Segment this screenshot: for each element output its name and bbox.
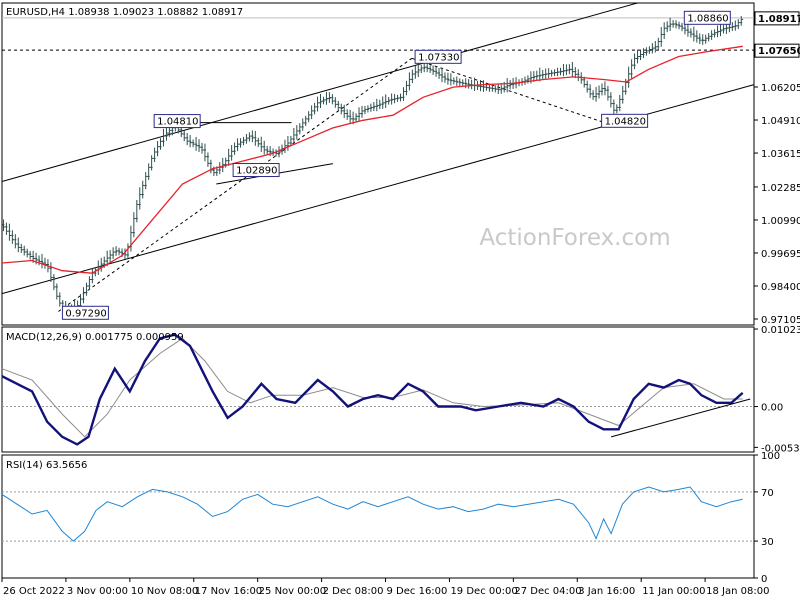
x-tick-label: 11 Jan 00:00 xyxy=(642,586,705,597)
price-level-label-box xyxy=(414,49,462,64)
rsi-line xyxy=(1,486,743,542)
moving-average-line xyxy=(1,45,743,274)
price-level-label: 1.02890 xyxy=(232,163,280,178)
x-tick-label: 27 Dec 04:00 xyxy=(514,586,581,597)
price-level-label-box xyxy=(683,10,731,25)
price-axis-tick-label: 0.98400 xyxy=(761,282,800,293)
price-axis-tick-label: 1.02285 xyxy=(761,183,800,194)
rsi-axis-tick-label: 0 xyxy=(761,574,767,585)
price-level-label: 1.07330 xyxy=(414,49,462,64)
price-level-label-box xyxy=(232,163,280,178)
x-tick-label: 17 Nov 16:00 xyxy=(195,586,262,597)
current-price-badge: 1.08917 xyxy=(758,14,800,25)
macd-axis-tick-label: 0.00 xyxy=(761,403,783,414)
x-tick-label: 3 Jan 16:00 xyxy=(578,586,635,597)
price-level-label-text: 0.97290 xyxy=(65,308,106,319)
price-level-label: 1.04810 xyxy=(153,114,201,129)
watermark: ActionForex.com xyxy=(479,225,670,251)
price-level-label-box xyxy=(61,305,109,320)
dashed-trendline xyxy=(58,57,413,312)
macd-header: MACD(12,26,9) 0.001775 0.000959 xyxy=(6,332,184,343)
current-price-badge-box xyxy=(754,11,800,26)
price-axis-tick-label: 1.06205 xyxy=(761,83,800,94)
rsi-axis-tick-label: 30 xyxy=(761,537,774,548)
rsi-header: RSI(14) 63.5656 xyxy=(6,460,87,471)
price-level-label: 1.08860 xyxy=(683,10,731,25)
price-axis-tick-label: 0.97105 xyxy=(761,315,800,326)
price-level-label-box xyxy=(153,114,201,129)
price-level-label-text: 1.02890 xyxy=(236,166,277,177)
macd-panel-frame xyxy=(1,326,755,453)
price-axis-tick-label: 1.03615 xyxy=(761,149,800,160)
price-level-label-text: 1.04820 xyxy=(605,116,646,127)
macd-main-line xyxy=(1,333,744,446)
price-level-label-text: 1.08860 xyxy=(687,13,728,24)
price-axis-tick-label: 1.00990 xyxy=(761,216,800,227)
x-tick-label: 10 Nov 08:00 xyxy=(131,586,198,597)
macd-axis-tick-label: 0.010232 xyxy=(761,325,800,336)
rsi-axis-tick-label: 100 xyxy=(761,451,780,462)
rsi-panel-frame xyxy=(1,454,755,579)
x-tick-label: 25 Nov 00:00 xyxy=(259,586,326,597)
macd-axis-tick-label: -0.005389 xyxy=(761,443,800,454)
price-level-label: 0.97290 xyxy=(61,305,109,320)
x-tick-label: 2 Dec 08:00 xyxy=(323,586,384,597)
x-tick-label: 26 Oct 2022 xyxy=(3,586,65,597)
x-tick-label: 18 Jan 08:00 xyxy=(706,586,769,597)
ref-level-badge-box xyxy=(754,43,800,58)
price-level-label-box xyxy=(601,113,649,128)
price-level-label-text: 1.07330 xyxy=(418,52,459,63)
channel-line xyxy=(1,2,638,182)
price-axis-tick-label: 0.99695 xyxy=(761,249,800,260)
price-panel-frame xyxy=(1,2,755,326)
x-tick-label: 9 Dec 16:00 xyxy=(387,586,448,597)
price-header: EURUSD,H4 1.08938 1.09023 1.08882 1.0891… xyxy=(6,7,243,18)
dashed-trendline xyxy=(411,57,604,123)
price-level-label: 1.04820 xyxy=(601,113,649,128)
price-axis-tick-label: 1.04910 xyxy=(761,116,800,127)
macd-signal-line xyxy=(1,337,743,438)
price-level-label-text: 1.04810 xyxy=(157,117,198,128)
x-tick-label: 3 Nov 00:00 xyxy=(67,586,128,597)
x-tick-label: 19 Dec 00:00 xyxy=(450,586,517,597)
macd-trendline xyxy=(610,398,751,438)
rsi-axis-tick-label: 70 xyxy=(761,488,774,499)
ref-level-badge: 1.07650 xyxy=(758,46,800,57)
